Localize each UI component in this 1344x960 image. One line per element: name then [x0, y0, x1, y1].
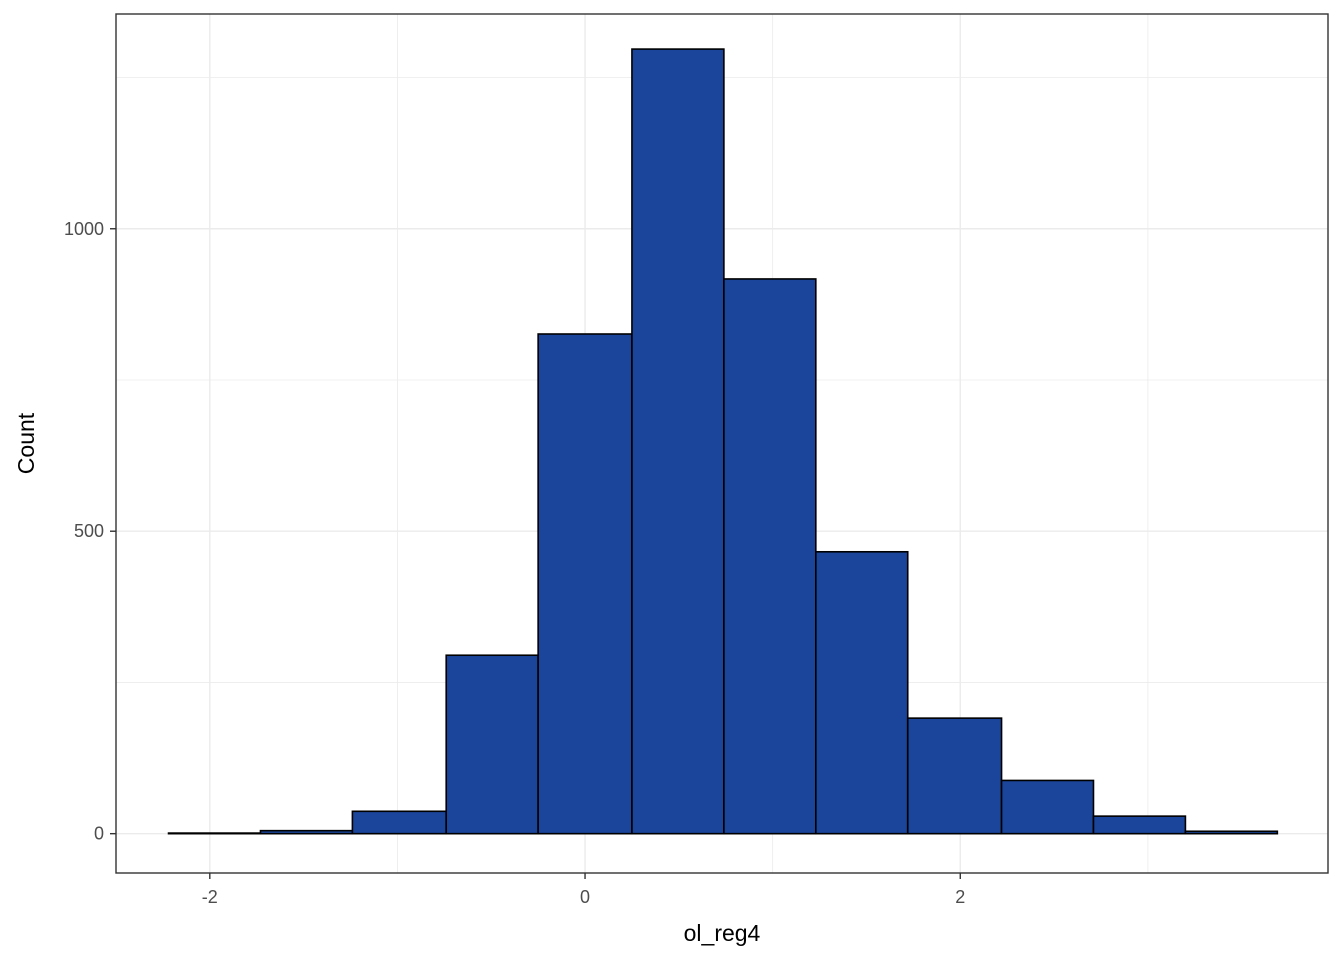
- histogram-bar: [906, 717, 1003, 835]
- histogram-bar: [631, 48, 725, 835]
- histogram-bar: [537, 333, 633, 835]
- y-axis-ticks: 0 500 1000: [64, 219, 116, 844]
- x-axis-ticks: -2 0 2: [202, 873, 965, 907]
- y-tick-label: 1000: [64, 219, 104, 239]
- x-tick-label: 2: [955, 887, 965, 907]
- histogram-bar: [723, 278, 817, 835]
- x-tick-label: -2: [202, 887, 218, 907]
- histogram-bar: [351, 810, 448, 835]
- histogram-bar: [445, 654, 539, 835]
- histogram-bars: [167, 48, 1279, 835]
- histogram-bar: [167, 832, 262, 835]
- histogram-bar: [815, 550, 909, 835]
- histogram-bar: [1000, 779, 1095, 835]
- histogram-bar: [1092, 815, 1187, 835]
- panel-border: [115, 13, 1329, 874]
- y-tick-label: 0: [94, 824, 104, 844]
- histogram-bar: [259, 829, 354, 835]
- y-axis-title: Count: [13, 412, 39, 474]
- y-tick-label: 500: [74, 521, 104, 541]
- x-axis-title: ol_reg4: [684, 920, 761, 946]
- histogram-bar: [1184, 830, 1279, 835]
- x-tick-label: 0: [580, 887, 590, 907]
